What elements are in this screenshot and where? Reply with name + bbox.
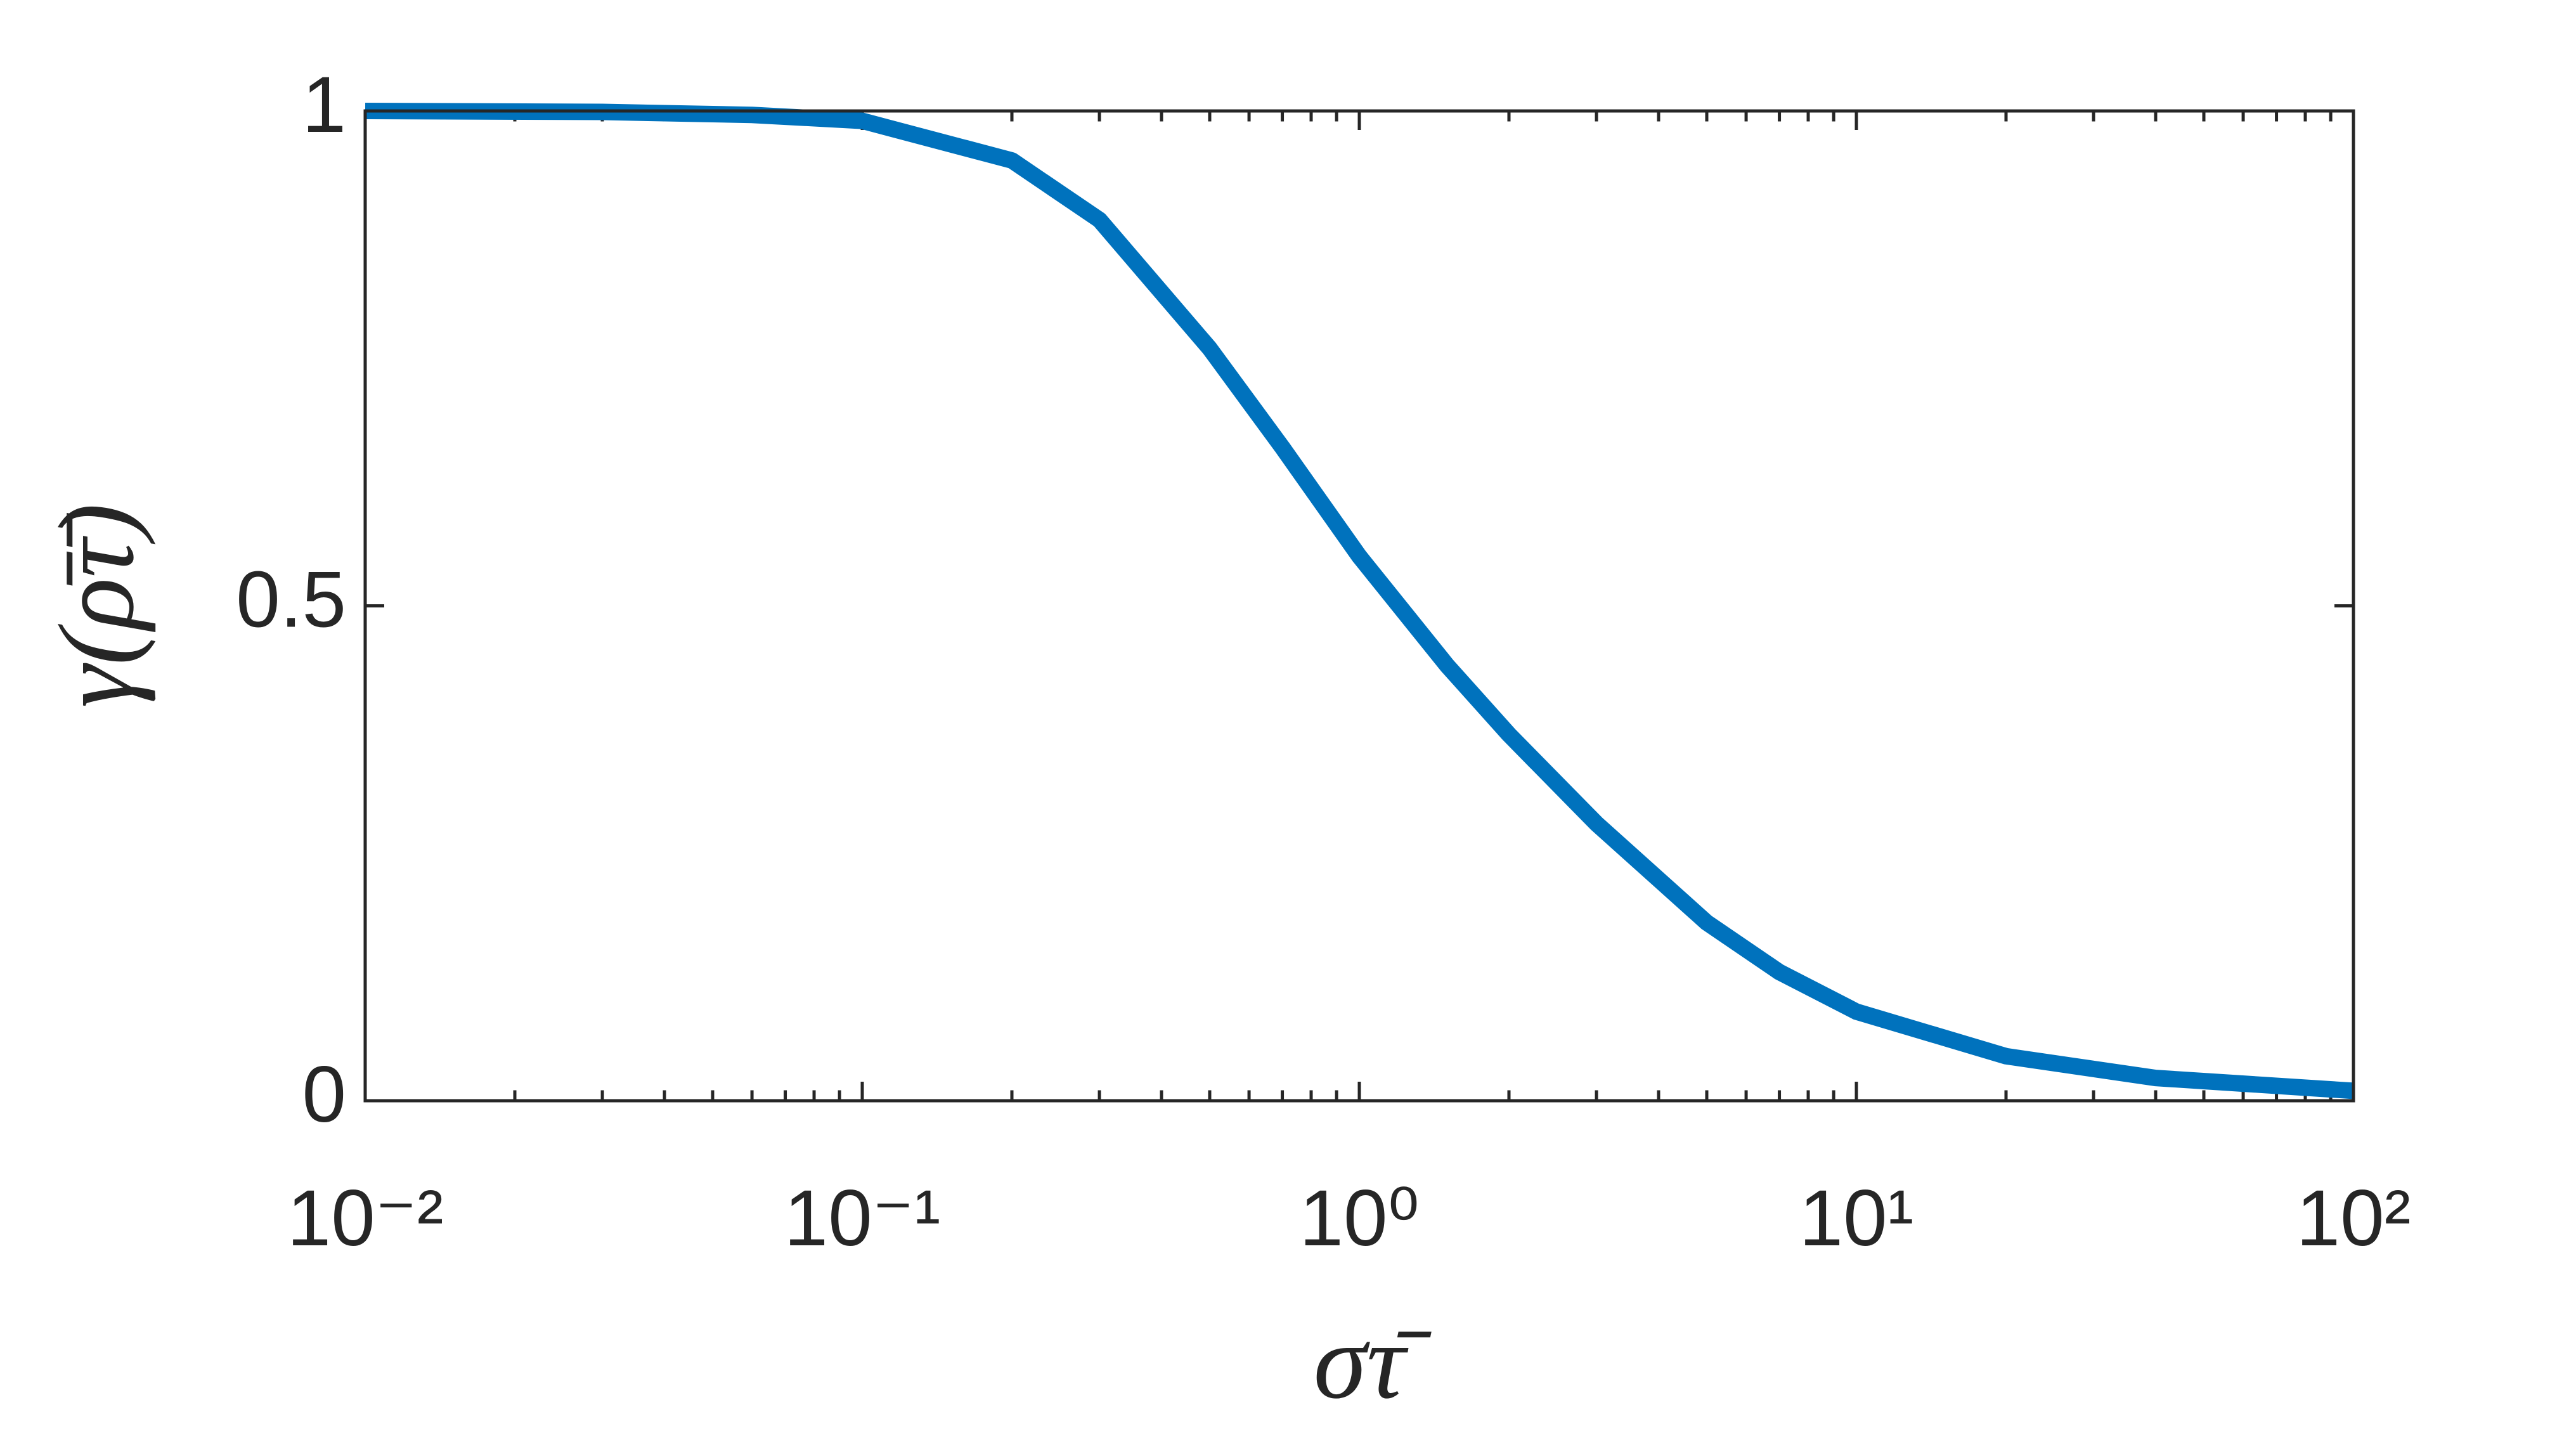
x-tick-label: 10² xyxy=(2296,1174,2411,1262)
data-line xyxy=(365,103,2354,1099)
x-tick-label: 10⁻¹ xyxy=(784,1174,941,1262)
y-tick-label: 1 xyxy=(302,61,346,149)
y-axis-label: γ(ρ̄τ̄) xyxy=(37,503,156,708)
y-tick-label: 0.5 xyxy=(236,556,346,644)
x-axis-label: στ̄ xyxy=(1314,1302,1432,1421)
x-tick-label: 10⁰ xyxy=(1299,1174,1419,1262)
y-tick-label: 0 xyxy=(302,1051,346,1139)
plot-frame xyxy=(363,109,2355,1103)
x-tick-label: 10¹ xyxy=(1799,1174,1914,1262)
x-tick-label: 10⁻² xyxy=(287,1174,444,1262)
